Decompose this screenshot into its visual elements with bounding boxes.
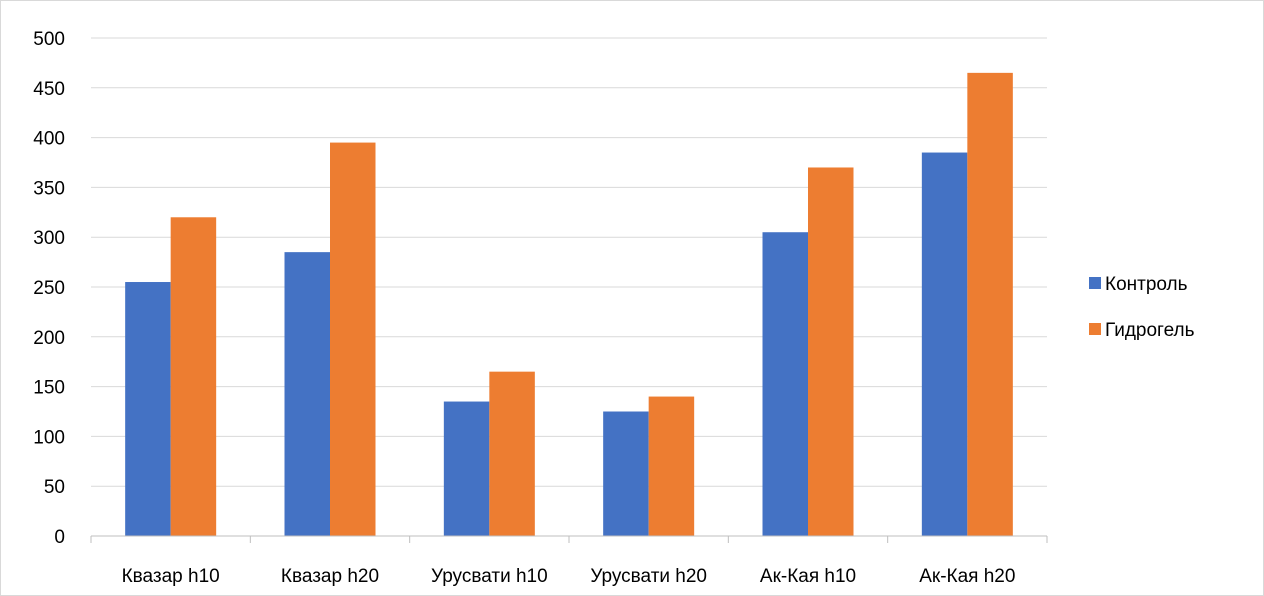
- bar-control-5: [921, 152, 968, 537]
- y-tick-label-0: 0: [54, 527, 65, 548]
- legend-label-control: Контроль: [1105, 274, 1188, 295]
- bar-control-3: [603, 411, 649, 536]
- y-tick-labels: 0 50 100 150 200 250 300 350 400 450 500: [33, 29, 65, 548]
- bars: [125, 72, 1013, 537]
- bar-control-0: [125, 282, 171, 536]
- x-tick-label-4: Ак-Кая h10: [760, 566, 856, 587]
- axes: [90, 535, 1048, 543]
- x-tick-label-0: Квазар h10: [122, 566, 220, 587]
- bar-hydrogel-3: [648, 396, 695, 536]
- bar-hydrogel-0: [170, 217, 217, 536]
- y-tick-label-200: 200: [33, 328, 65, 349]
- gridlines: [91, 37, 1047, 487]
- y-tick-label-500: 500: [33, 29, 65, 50]
- legend-swatch-hydrogel: [1089, 323, 1101, 335]
- y-tick-label-150: 150: [33, 378, 65, 399]
- y-tick-label-100: 100: [33, 427, 65, 448]
- bar-control-4: [762, 232, 808, 536]
- y-tick-label-400: 400: [33, 129, 65, 150]
- y-tick-label-300: 300: [33, 228, 65, 249]
- bar-hydrogel-5: [967, 72, 1013, 537]
- x-tick-label-1: Квазар h20: [281, 566, 379, 587]
- bar-hydrogel-2: [489, 371, 535, 536]
- bar-control-1: [284, 252, 330, 536]
- y-tick-label-250: 250: [33, 278, 65, 299]
- bar-hydrogel-1: [330, 142, 376, 536]
- legend: Контроль Гидрогель: [1089, 274, 1195, 341]
- bar-control-2: [443, 401, 490, 536]
- y-tick-label-350: 350: [33, 178, 65, 199]
- legend-swatch-control: [1089, 277, 1101, 289]
- legend-label-hydrogel: Гидрогель: [1105, 320, 1195, 341]
- y-tick-label-50: 50: [44, 477, 65, 498]
- x-tick-label-2: Урусвати h10: [431, 566, 548, 587]
- x-tick-label-3: Урусвати h20: [590, 566, 707, 587]
- y-tick-label-450: 450: [33, 79, 65, 100]
- x-tick-label-5: Ак-Кая h20: [919, 566, 1015, 587]
- x-tick-labels: Квазар h10 Квазар h20 Урусвати h10 Урусвати…: [122, 566, 1016, 587]
- bar-hydrogel-4: [808, 167, 854, 537]
